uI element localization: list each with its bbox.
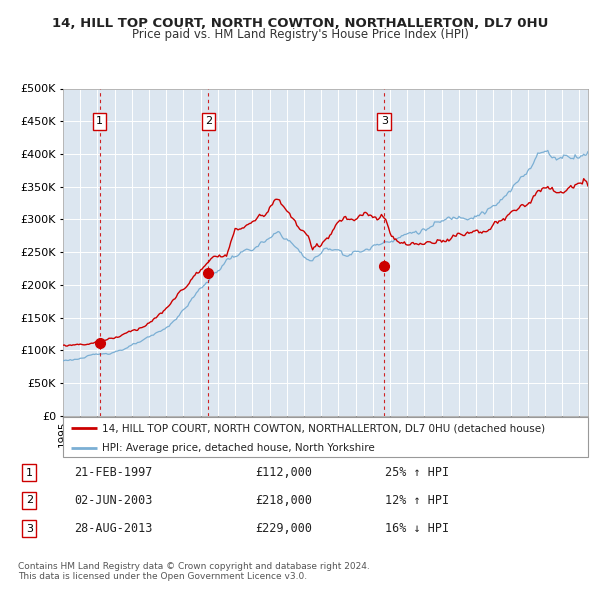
- Text: £112,000: £112,000: [255, 466, 312, 479]
- Text: 16% ↓ HPI: 16% ↓ HPI: [385, 522, 449, 535]
- Text: 12% ↑ HPI: 12% ↑ HPI: [385, 494, 449, 507]
- Text: Price paid vs. HM Land Registry's House Price Index (HPI): Price paid vs. HM Land Registry's House …: [131, 28, 469, 41]
- Text: 14, HILL TOP COURT, NORTH COWTON, NORTHALLERTON, DL7 0HU: 14, HILL TOP COURT, NORTH COWTON, NORTHA…: [52, 17, 548, 30]
- Text: 1: 1: [26, 468, 33, 477]
- Text: 1: 1: [96, 116, 103, 126]
- Text: £229,000: £229,000: [255, 522, 312, 535]
- Text: 28-AUG-2013: 28-AUG-2013: [74, 522, 153, 535]
- Text: This data is licensed under the Open Government Licence v3.0.: This data is licensed under the Open Gov…: [18, 572, 307, 581]
- Text: 3: 3: [380, 116, 388, 126]
- Text: 21-FEB-1997: 21-FEB-1997: [74, 466, 153, 479]
- Text: Contains HM Land Registry data © Crown copyright and database right 2024.: Contains HM Land Registry data © Crown c…: [18, 562, 370, 571]
- Text: 14, HILL TOP COURT, NORTH COWTON, NORTHALLERTON, DL7 0HU (detached house): 14, HILL TOP COURT, NORTH COWTON, NORTHA…: [103, 424, 545, 434]
- Text: 25% ↑ HPI: 25% ↑ HPI: [385, 466, 449, 479]
- Text: 2: 2: [205, 116, 212, 126]
- FancyBboxPatch shape: [63, 417, 588, 457]
- Text: 2: 2: [26, 496, 33, 505]
- Text: 02-JUN-2003: 02-JUN-2003: [74, 494, 153, 507]
- Text: £218,000: £218,000: [255, 494, 312, 507]
- Text: HPI: Average price, detached house, North Yorkshire: HPI: Average price, detached house, Nort…: [103, 444, 375, 454]
- Text: 3: 3: [26, 524, 33, 533]
